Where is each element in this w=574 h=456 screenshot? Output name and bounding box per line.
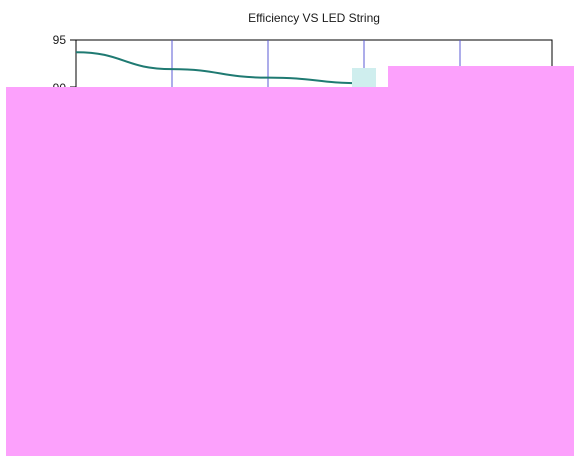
occlusion-block <box>6 87 574 456</box>
y-tick-label-95: 95 <box>53 33 67 47</box>
data-label-box <box>352 68 376 88</box>
y-axis-ticks: 95 90 <box>53 33 76 95</box>
chart-title: Efficiency VS LED String <box>248 11 380 25</box>
occlusion-block-top <box>388 66 574 88</box>
